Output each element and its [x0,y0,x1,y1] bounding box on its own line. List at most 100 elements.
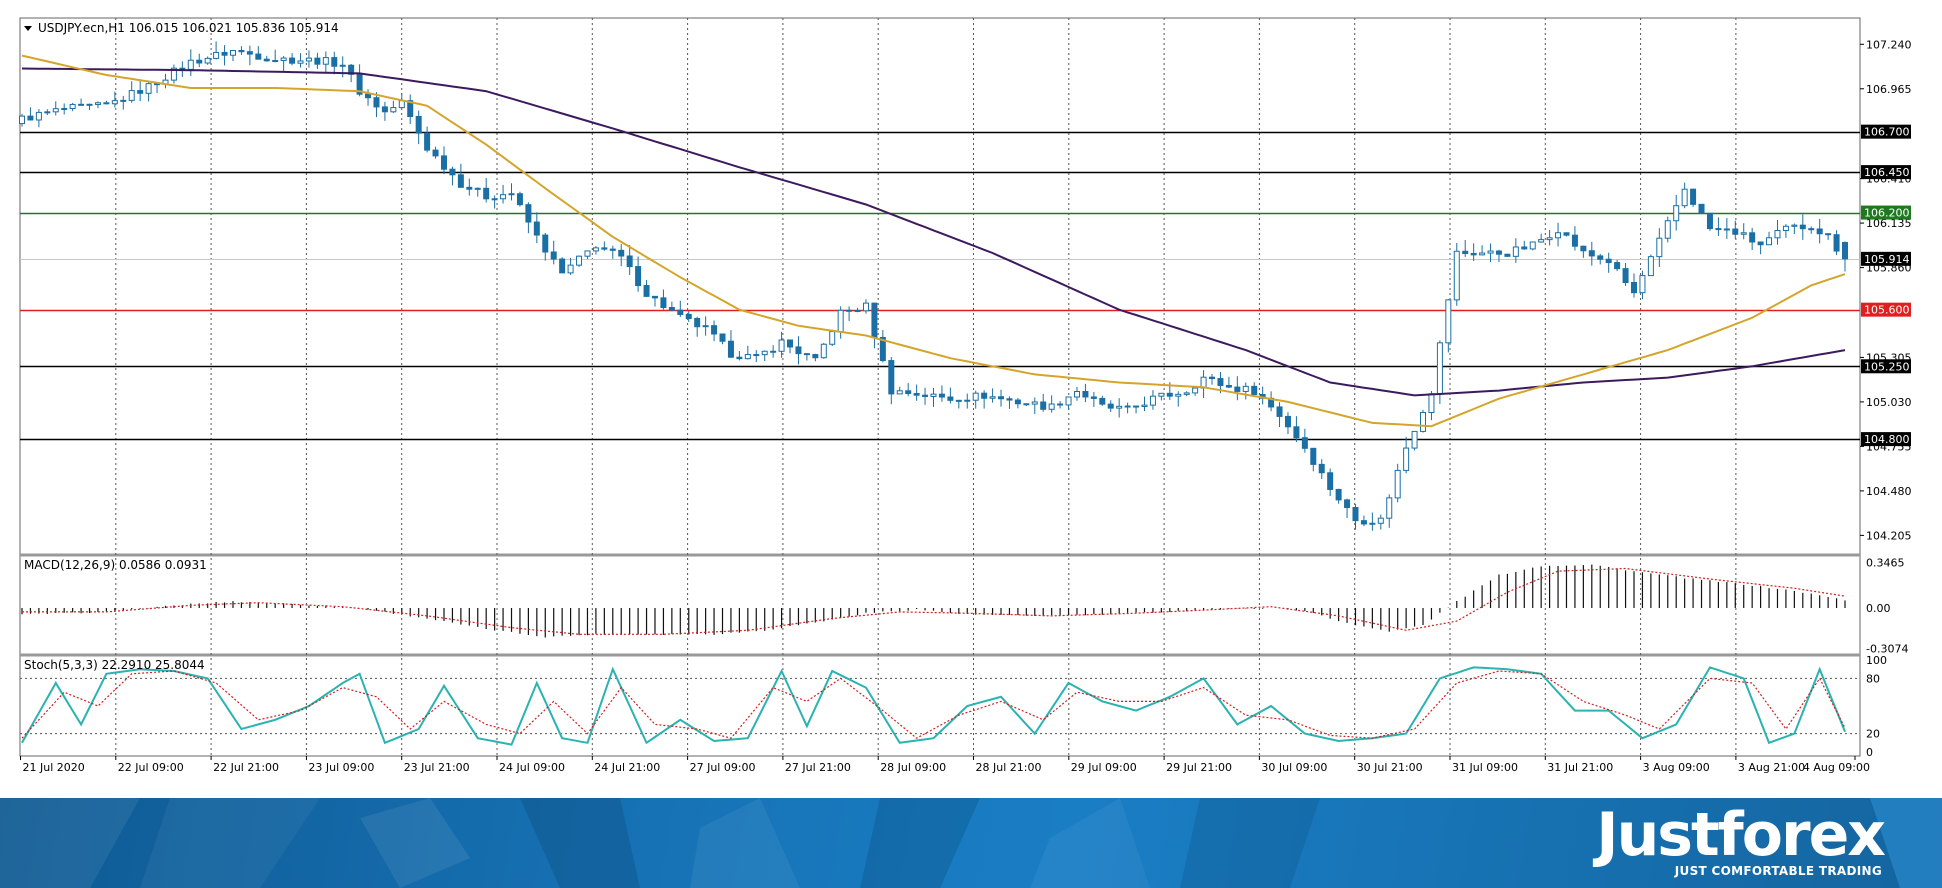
candle-body [1690,188,1697,205]
candle-body [1099,397,1106,405]
candle-body [981,392,988,399]
stoch-tick-label: 20 [1866,728,1880,741]
candle-body [888,360,895,395]
candle-body [348,64,355,75]
candle-body [584,250,591,257]
candle-body [1521,246,1528,250]
candle-body [576,255,583,266]
candle-body [1614,262,1621,270]
candle-body [1605,258,1612,264]
candle-body [1073,391,1080,398]
dropdown-triangle-icon[interactable] [24,26,32,31]
candle-body [1411,430,1418,449]
candle-body [1436,342,1443,395]
stoch-signal-line [21,670,1846,739]
candle-body [1082,391,1089,398]
candle-body [457,174,464,188]
time-tick-label: 3 Aug 09:00 [1643,761,1710,774]
candle-body [1825,233,1832,236]
time-tick-label: 30 Jul 09:00 [1261,761,1327,774]
level-price-box [1861,432,1911,447]
candle-body [246,51,253,55]
candle-body [1124,405,1131,408]
price-tick-label: 105.030 [1866,396,1912,409]
level-price-label: 105.600 [1864,304,1910,317]
candle-body [862,302,869,312]
candle-body [86,103,93,106]
candle-body [365,93,372,99]
candle-body [896,390,903,395]
candle-body [1318,463,1325,474]
brand-logo: Justforex [1596,800,1886,870]
candle-body [1782,225,1789,232]
candle-body [618,249,625,257]
candle-body [592,247,599,252]
candle-body [280,57,287,62]
candle-body [787,339,794,348]
candle-body [1377,517,1384,524]
candle-body [1183,392,1190,395]
candle-body [761,350,768,356]
candle-body [1749,232,1756,243]
macd-tick-label: 0.3465 [1866,556,1905,569]
candle-body [1141,404,1148,407]
candle-body [1327,472,1334,490]
candle-body [1014,399,1021,405]
candle-body [1090,396,1097,399]
time-tick-label: 22 Jul 21:00 [213,761,279,774]
candle-body [440,155,447,170]
candle-body [1563,232,1570,236]
candle-body [626,255,633,268]
candle-body [837,309,844,333]
time-tick-label: 27 Jul 09:00 [690,761,756,774]
candle-body [263,58,270,62]
macd-tick-label: -0.3074 [1866,642,1908,655]
candle-body [879,336,886,362]
symbol-header[interactable]: USDJPY.ecn,H1 106.015 106.021 105.836 10… [24,21,339,35]
candle-body [1479,252,1486,256]
candle-body [711,325,718,335]
candle-body [1799,224,1806,230]
candle-body [702,325,709,328]
candle-body [1580,245,1587,252]
candle-body [1133,405,1140,408]
time-tick-label: 22 Jul 09:00 [118,761,184,774]
time-tick-label: 3 Aug 21:00 [1738,761,1805,774]
candle-body [483,187,490,200]
candle-body [1284,415,1291,428]
candle-body [213,51,220,59]
candle-body [1723,228,1730,231]
time-tick-label: 28 Jul 21:00 [976,761,1042,774]
candle-body [1706,212,1713,230]
level-price-box [1861,205,1911,220]
candle-body [643,285,650,297]
candle-body [1681,188,1688,207]
price-tick-label: 104.205 [1866,529,1912,542]
candle-body [972,392,979,401]
candle-body [1023,403,1030,406]
candle-body [1394,469,1401,499]
candle-body [1791,224,1798,227]
candle-body [1538,239,1545,243]
candle-body [1740,232,1747,235]
candle-body [331,57,338,67]
candle-body [1462,250,1469,255]
candle-body [525,204,532,223]
price-chart: 107.240106.965106.410106.135105.860105.3… [19,17,1912,774]
candle-body [1833,234,1840,252]
candle-body [94,102,101,105]
candle-body [938,393,945,398]
candle-body [52,108,59,113]
candle-body [820,343,827,359]
candle-body [1225,384,1232,388]
candle-body [466,186,473,190]
candle-body [339,64,346,67]
candle-body [1040,401,1047,410]
candle-body [753,354,760,357]
level-price-label: 105.914 [1864,253,1910,266]
candle-body [1816,228,1823,235]
candle-body [137,90,144,94]
candle-body [19,115,25,125]
time-tick-label: 31 Jul 21:00 [1547,761,1613,774]
stoch-tick-label: 100 [1866,654,1887,667]
